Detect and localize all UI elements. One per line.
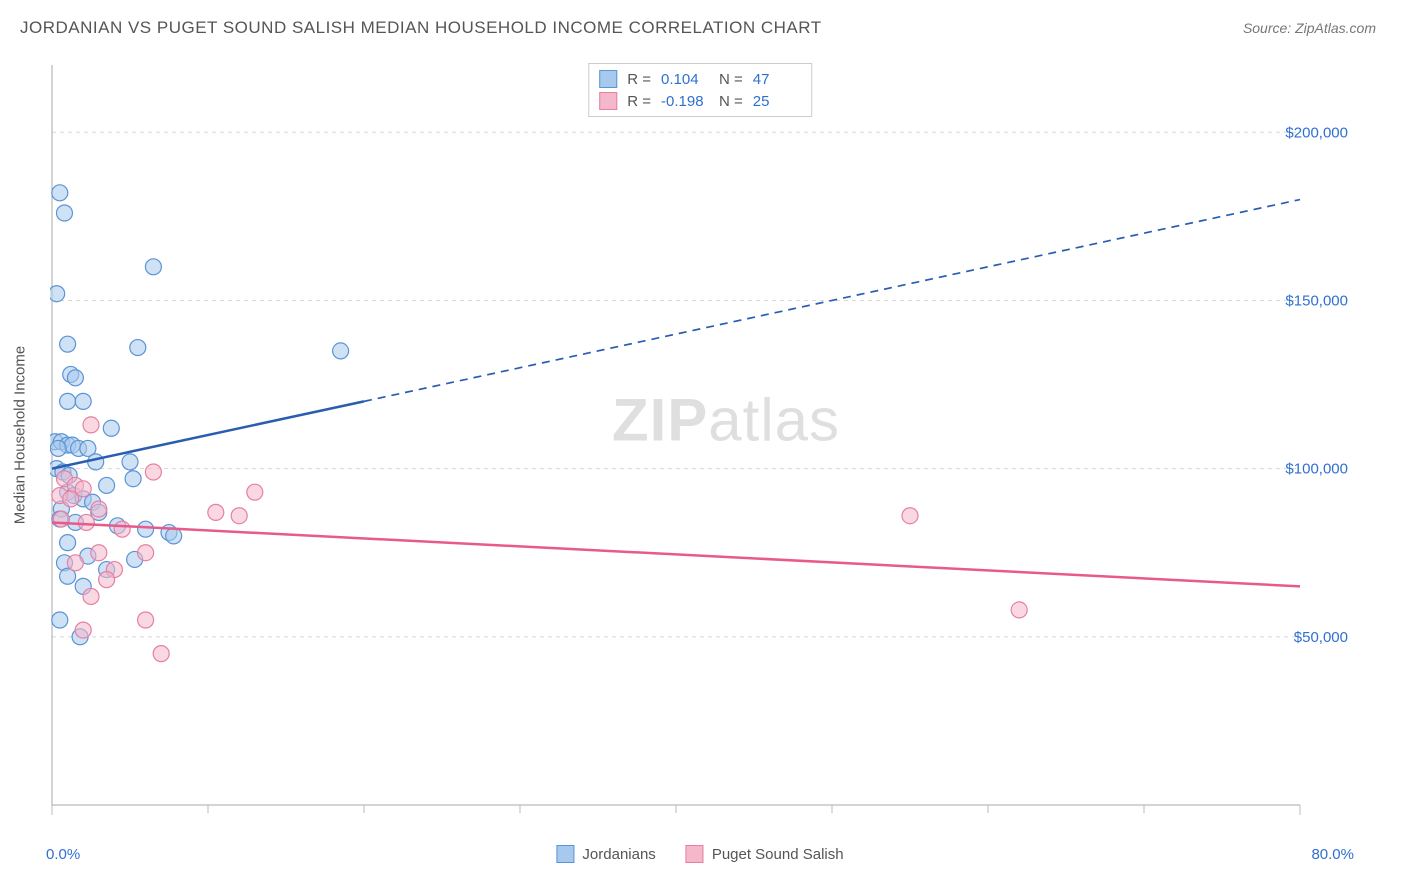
x-axis-max-label: 80.0%	[1311, 846, 1354, 863]
chart-header: JORDANIAN VS PUGET SOUND SALISH MEDIAN H…	[0, 0, 1406, 46]
legend-item-series-1: Puget Sound Salish	[686, 845, 844, 863]
swatch-icon	[599, 70, 617, 88]
chart-title: JORDANIAN VS PUGET SOUND SALISH MEDIAN H…	[20, 18, 822, 38]
y-axis-label: Median Household Income	[12, 346, 29, 524]
n-value: 47	[753, 71, 801, 88]
svg-text:$200,000: $200,000	[1285, 124, 1348, 141]
n-value: 25	[753, 93, 801, 110]
svg-text:$50,000: $50,000	[1294, 629, 1348, 646]
legend-row-series-1: R = -0.198 N = 25	[599, 90, 801, 112]
chart-source: Source: ZipAtlas.com	[1243, 20, 1376, 36]
swatch-icon	[599, 92, 617, 110]
svg-text:$100,000: $100,000	[1285, 461, 1348, 478]
swatch-icon	[556, 845, 574, 863]
chart-container: Median Household Income $50,000$100,000$…	[50, 55, 1350, 815]
scatter-plot: $50,000 $100,000 $150,000 $200,000	[50, 55, 1350, 815]
r-value: -0.198	[661, 93, 709, 110]
r-value: 0.104	[661, 71, 709, 88]
legend-row-series-0: R = 0.104 N = 47	[599, 68, 801, 90]
series-legend: Jordanians Puget Sound Salish	[556, 845, 843, 863]
swatch-icon	[686, 845, 704, 863]
x-axis-min-label: 0.0%	[46, 846, 80, 863]
correlation-legend: R = 0.104 N = 47 R = -0.198 N = 25	[588, 63, 812, 117]
svg-text:$150,000: $150,000	[1285, 292, 1348, 309]
legend-item-series-0: Jordanians	[556, 845, 655, 863]
